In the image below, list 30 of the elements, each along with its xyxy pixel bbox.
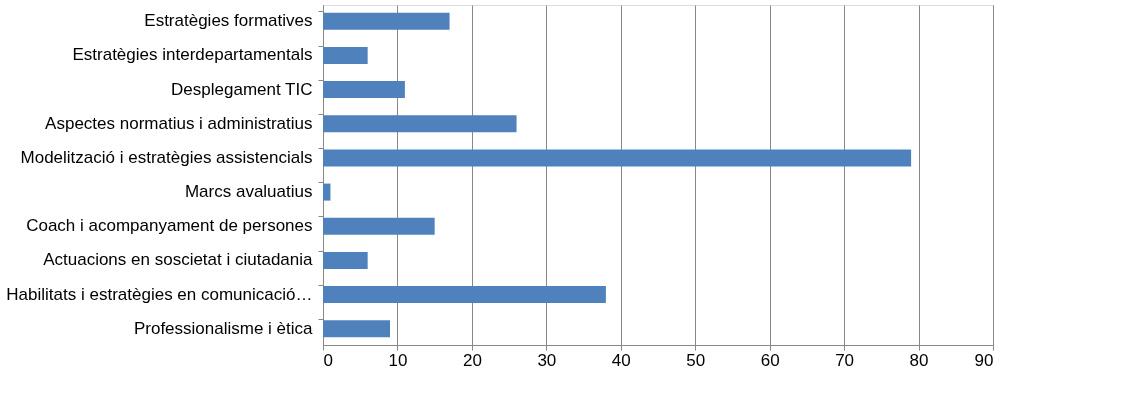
bar [323, 81, 405, 99]
bar [323, 12, 450, 30]
x-tick-label: 20 [462, 350, 482, 370]
x-tick-label: 90 [974, 350, 994, 370]
bar [323, 217, 435, 235]
x-tick-label: 80 [909, 350, 929, 370]
bar [323, 183, 331, 201]
x-tick-label: 0 [323, 350, 333, 370]
x-tick-label: 30 [537, 350, 557, 370]
y-tick-label: Estratègies interdepartamentals [72, 45, 313, 65]
bar [323, 320, 390, 338]
y-tick-label: Desplegament TIC [171, 79, 313, 99]
x-tick-label: 70 [835, 350, 855, 370]
y-tick-label: Coach i acompanyament de persones [26, 216, 313, 236]
bar [323, 46, 368, 64]
y-tick-label: Actuacions en soscietat i ciutadania [43, 250, 314, 270]
x-tick-label: 40 [611, 350, 631, 370]
bar [323, 115, 517, 133]
y-tick-label: Marcs avaluatius [184, 182, 313, 202]
bar [323, 251, 368, 269]
y-tick-label: Aspectes normatius i administratius [45, 113, 313, 133]
y-tick-label: Professionalisme i ètica [133, 318, 314, 338]
y-tick-label: Habilitats i estratègies en comunicació… [6, 284, 313, 304]
x-tick-label: 50 [686, 350, 706, 370]
y-tick-label: Modelització i estratègies assistencials [20, 147, 313, 167]
x-tick-label: 10 [388, 350, 408, 370]
bar [323, 286, 606, 304]
x-tick-label: 60 [760, 350, 780, 370]
y-tick-label: Estratègies formatives [144, 11, 313, 31]
bar [323, 149, 912, 167]
